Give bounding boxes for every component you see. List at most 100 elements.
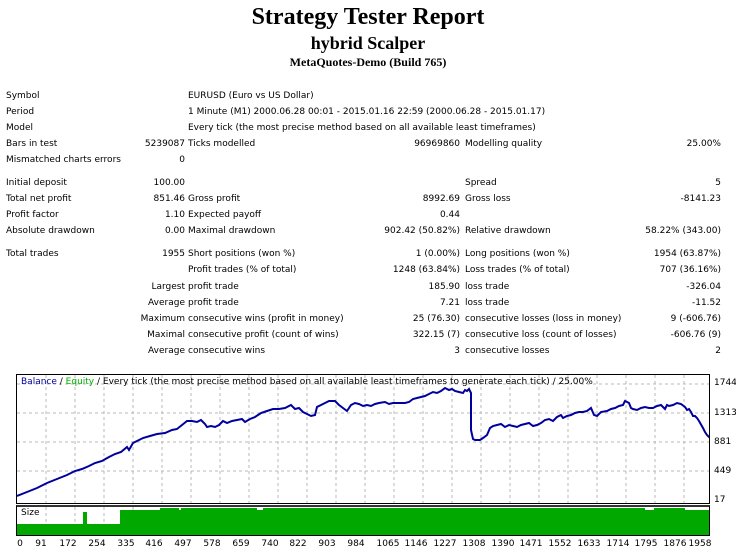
bars-value: 5239087 <box>144 139 185 149</box>
max-cons-losses: 9 (-606.76) <box>670 314 721 324</box>
legend-description: / Every tick (the most precise method ba… <box>94 377 593 387</box>
x-tick: 91 <box>35 539 47 549</box>
short: 1 (0.00%) <box>415 249 460 259</box>
y-tick-17: 17 <box>714 495 726 505</box>
y-tick-1744: 1744 <box>714 378 736 388</box>
x-tick: 416 <box>145 539 163 549</box>
maximal-cons-loss-label: consecutive loss (count of losses) <box>465 330 617 340</box>
quality-value: 25.00% <box>686 139 721 149</box>
period-value: 1 Minute (M1) 2000.06.28 00:01 - 2015.01… <box>188 107 546 117</box>
x-tick: 1552 <box>548 539 572 549</box>
rel-dd: 58.22% (343.00) <box>645 226 721 236</box>
initial-deposit-label: Initial deposit <box>6 178 67 188</box>
gross-profit: 8992.69 <box>422 194 460 204</box>
gross-loss-label: Gross loss <box>465 194 511 204</box>
largest-profit: 185.90 <box>428 282 461 292</box>
model-value: Every tick (the most precise method base… <box>188 123 536 133</box>
chart-legend: Balance / Equity / Every tick (the most … <box>21 377 593 387</box>
x-tick: 903 <box>318 539 336 549</box>
mismatch-value: 0 <box>179 155 185 165</box>
bars-label: Bars in test <box>6 139 58 149</box>
x-tick: 1633 <box>577 539 601 549</box>
average-loss: -11.52 <box>691 298 721 308</box>
size-bars <box>17 507 709 535</box>
initial-deposit: 100.00 <box>153 178 186 188</box>
size-panel: Size <box>16 505 710 536</box>
profit-trades: 1248 (63.84%) <box>392 265 460 275</box>
x-tick: 254 <box>88 539 106 549</box>
server-build: MetaQuotes-Demo (Build 765) <box>289 55 447 69</box>
x-tick: 740 <box>261 539 279 549</box>
maximal-cons-profit-label: consecutive profit (count of wins) <box>188 330 339 340</box>
x-tick: 1876 <box>663 539 687 549</box>
y-tick-449: 449 <box>714 466 732 476</box>
x-tick: 822 <box>289 539 307 549</box>
legend-equity: Equity <box>65 377 95 387</box>
abs-dd: 0.00 <box>164 226 185 236</box>
long: 1954 (63.87%) <box>653 249 721 259</box>
x-tick: 1471 <box>519 539 543 549</box>
loss-trades-label: Loss trades (% of total) <box>465 265 570 275</box>
spread: 5 <box>715 178 721 188</box>
x-tick: 1714 <box>606 539 630 549</box>
avg-cons-losses: 2 <box>715 346 721 356</box>
total-trades: 1955 <box>162 249 185 259</box>
x-tick: 1227 <box>433 539 457 549</box>
x-tick: 0 <box>17 539 23 549</box>
x-tick: 1308 <box>462 539 486 549</box>
average-label: Average <box>148 298 185 308</box>
x-tick: 578 <box>203 539 221 549</box>
model-label: Model <box>6 123 34 133</box>
expected-payoff-label: Expected payoff <box>188 210 262 220</box>
avg-cons-wins-label: consecutive wins <box>188 346 266 356</box>
balance-line-plot <box>17 375 709 503</box>
x-tick: 1795 <box>634 539 658 549</box>
x-tick: 1146 <box>404 539 428 549</box>
x-tick: 1065 <box>376 539 400 549</box>
rel-dd-label: Relative drawdown <box>465 226 551 236</box>
largest-profit-label: profit trade <box>188 282 239 292</box>
report-title: Strategy Tester Report <box>251 4 485 30</box>
maximal-cons-profit: 322.15 (7) <box>412 330 460 340</box>
avg-cons-wins: 3 <box>454 346 460 356</box>
profit-factor-label: Profit factor <box>6 210 59 220</box>
size-label: Size <box>21 508 40 518</box>
max-dd: 902.42 (50.82%) <box>384 226 460 236</box>
spread-label: Spread <box>465 178 497 188</box>
average-loss-label: loss trade <box>465 298 510 308</box>
period-label: Period <box>6 107 35 117</box>
maximal-cons-loss: -606.76 (9) <box>670 330 721 340</box>
max-dd-label: Maximal drawdown <box>188 226 276 236</box>
profit-factor: 1.10 <box>164 210 185 220</box>
expected-payoff: 0.44 <box>439 210 460 220</box>
max-cons-wins: 25 (76.30) <box>412 314 460 324</box>
short-label: Short positions (won %) <box>188 249 296 259</box>
legend-separator: / <box>56 377 66 387</box>
average-profit-label: profit trade <box>188 298 239 308</box>
ticks-label: Ticks modelled <box>188 139 256 149</box>
x-tick: 172 <box>59 539 77 549</box>
x-tick: 659 <box>232 539 250 549</box>
x-tick: 335 <box>117 539 135 549</box>
symbol-label: Symbol <box>6 91 40 101</box>
maximal-label: Maximal <box>147 330 185 340</box>
long-label: Long positions (won %) <box>465 249 570 259</box>
gross-profit-label: Gross profit <box>188 194 241 204</box>
x-tick: 497 <box>174 539 192 549</box>
net-profit: 851.46 <box>153 194 186 204</box>
profit-trades-label: Profit trades (% of total) <box>188 265 297 275</box>
total-trades-label: Total trades <box>6 249 59 259</box>
legend-balance: Balance <box>21 377 57 387</box>
average2-label: Average <box>148 346 185 356</box>
mismatch-label: Mismatched charts errors <box>6 155 121 165</box>
largest-loss-label: loss trade <box>465 282 510 292</box>
largest-loss: -326.04 <box>686 282 721 292</box>
gross-loss: -8141.23 <box>680 194 721 204</box>
balance-chart: Balance / Equity / Every tick (the most … <box>16 374 710 504</box>
max-cons-wins-label: consecutive wins (profit in money) <box>188 314 344 324</box>
y-tick-1313: 1313 <box>714 408 736 418</box>
loss-trades: 707 (36.16%) <box>659 265 721 275</box>
largest-label: Largest <box>151 282 185 292</box>
symbol-value: EURUSD (Euro vs US Dollar) <box>188 91 314 101</box>
net-profit-label: Total net profit <box>6 194 72 204</box>
